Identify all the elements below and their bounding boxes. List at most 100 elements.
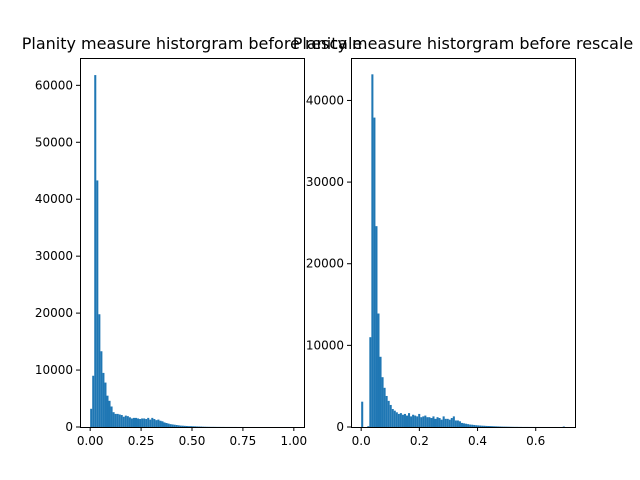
histogram-bar [157,419,160,427]
histogram-bar [428,417,431,427]
y-tick-label: 0 [336,420,344,434]
histogram-bar [367,426,370,427]
histogram-bar [361,401,364,427]
histogram-bar [426,417,429,427]
y-tick-label: 30000 [306,175,344,189]
histogram-bar [196,426,199,427]
y-tick-label: 0 [65,420,73,434]
x-tick-label: 0.2 [410,434,429,448]
histogram-bar [104,382,107,427]
x-tick-label: 1.00 [280,434,307,448]
histogram-bar [416,416,419,427]
x-tick-label: 0.50 [179,434,206,448]
histogram-bar [181,425,184,427]
histogram-bar [460,422,463,427]
histogram-bar [479,425,482,427]
histogram-bar [94,75,97,427]
histogram-bar [467,424,470,427]
x-tick-label: 0.6 [526,434,545,448]
histogram-bar [475,425,478,427]
y-tick-label: 40000 [306,93,344,107]
histogram-bar [106,395,109,427]
histogram-bar [410,416,413,427]
histogram-bar [185,425,188,427]
histogram-bar [141,418,144,427]
histogram-bar [465,423,468,427]
histogram-bar [408,413,411,427]
histogram-bar [108,400,111,427]
histogram-bar [369,337,372,427]
histogram-bar [414,415,417,427]
histogram-bars-right [361,74,565,427]
histogram-bar [143,418,146,427]
histogram-bar [458,421,461,427]
histogram-bar [436,417,439,427]
histogram-bar [147,417,150,427]
histogram-bar [450,418,453,427]
y-tick-label: 20000 [35,306,73,320]
histogram-bar [375,226,378,427]
chart-left: 0.00 0.25 0.50 0.75 1.00 0 10000 20000 30000 4000… [22,34,363,448]
histogram-bar [183,425,186,427]
histogram-bar [145,419,148,427]
histogram-bar [155,420,158,427]
histogram-bar [389,404,392,427]
histogram-bar [163,422,166,427]
histogram-bar [471,424,474,427]
histogram-bar [159,420,162,427]
histogram-bar [134,417,138,427]
histogram-bar [161,421,164,427]
histogram-bar [151,417,154,427]
x-tick-label: 0.00 [77,434,104,448]
histogram-bar [128,417,131,427]
histogram-bar [393,410,396,427]
histogram-bar [137,418,140,427]
histogram-bar [399,413,402,427]
histogram-bar [456,420,459,427]
histogram-bar [189,426,192,427]
histogram-bar [132,417,135,427]
histogram-bar [420,417,423,427]
chart-right: 0.0 0.2 0.4 0.6 0 10000 20000 30000 40000 Planit… [293,34,634,448]
x-tick-label: 0.25 [128,434,155,448]
histogram-bar [442,416,445,427]
y-tick-label: 30000 [35,249,73,263]
histogram-bar [110,406,113,427]
histogram-bar [485,425,488,427]
histogram-bar [495,426,498,427]
x-tick-label: 0.75 [230,434,257,448]
histogram-bar [187,426,190,427]
histogram-bar [98,314,101,427]
tick-group-right: 0.0 0.2 0.4 0.6 0 10000 20000 30000 40000 [306,93,545,448]
histogram-bar [469,424,472,427]
histogram-bar [401,414,404,427]
histogram-bars-left [90,75,294,427]
histogram-bar [383,387,386,427]
histogram-bar [412,414,415,427]
histogram-bar [373,117,376,427]
y-tick-label: 10000 [35,363,73,377]
histogram-bar [434,418,437,427]
histogram-bar [387,400,390,427]
histogram-bar [430,418,433,427]
y-tick-label: 10000 [306,338,344,352]
histogram-bar [448,419,451,427]
histogram-bar [167,423,170,427]
histogram-bar [379,356,382,427]
histogram-bar [171,424,174,427]
x-tick-label: 0.0 [352,434,371,448]
histogram-bar [118,414,121,427]
histogram-bar [124,415,127,427]
histogram-bar [126,416,129,427]
histogram-bar [432,416,435,427]
histogram-bar [149,419,152,427]
histogram-bar [391,409,394,427]
histogram-bar [454,420,457,427]
histogram-bar [446,418,449,427]
histogram-bar [497,426,500,427]
histogram-bar [422,416,425,427]
histogram-bar [491,426,494,427]
histogram-bar [112,412,115,427]
histogram-bar [473,424,476,427]
y-tick-label: 50000 [35,135,73,149]
